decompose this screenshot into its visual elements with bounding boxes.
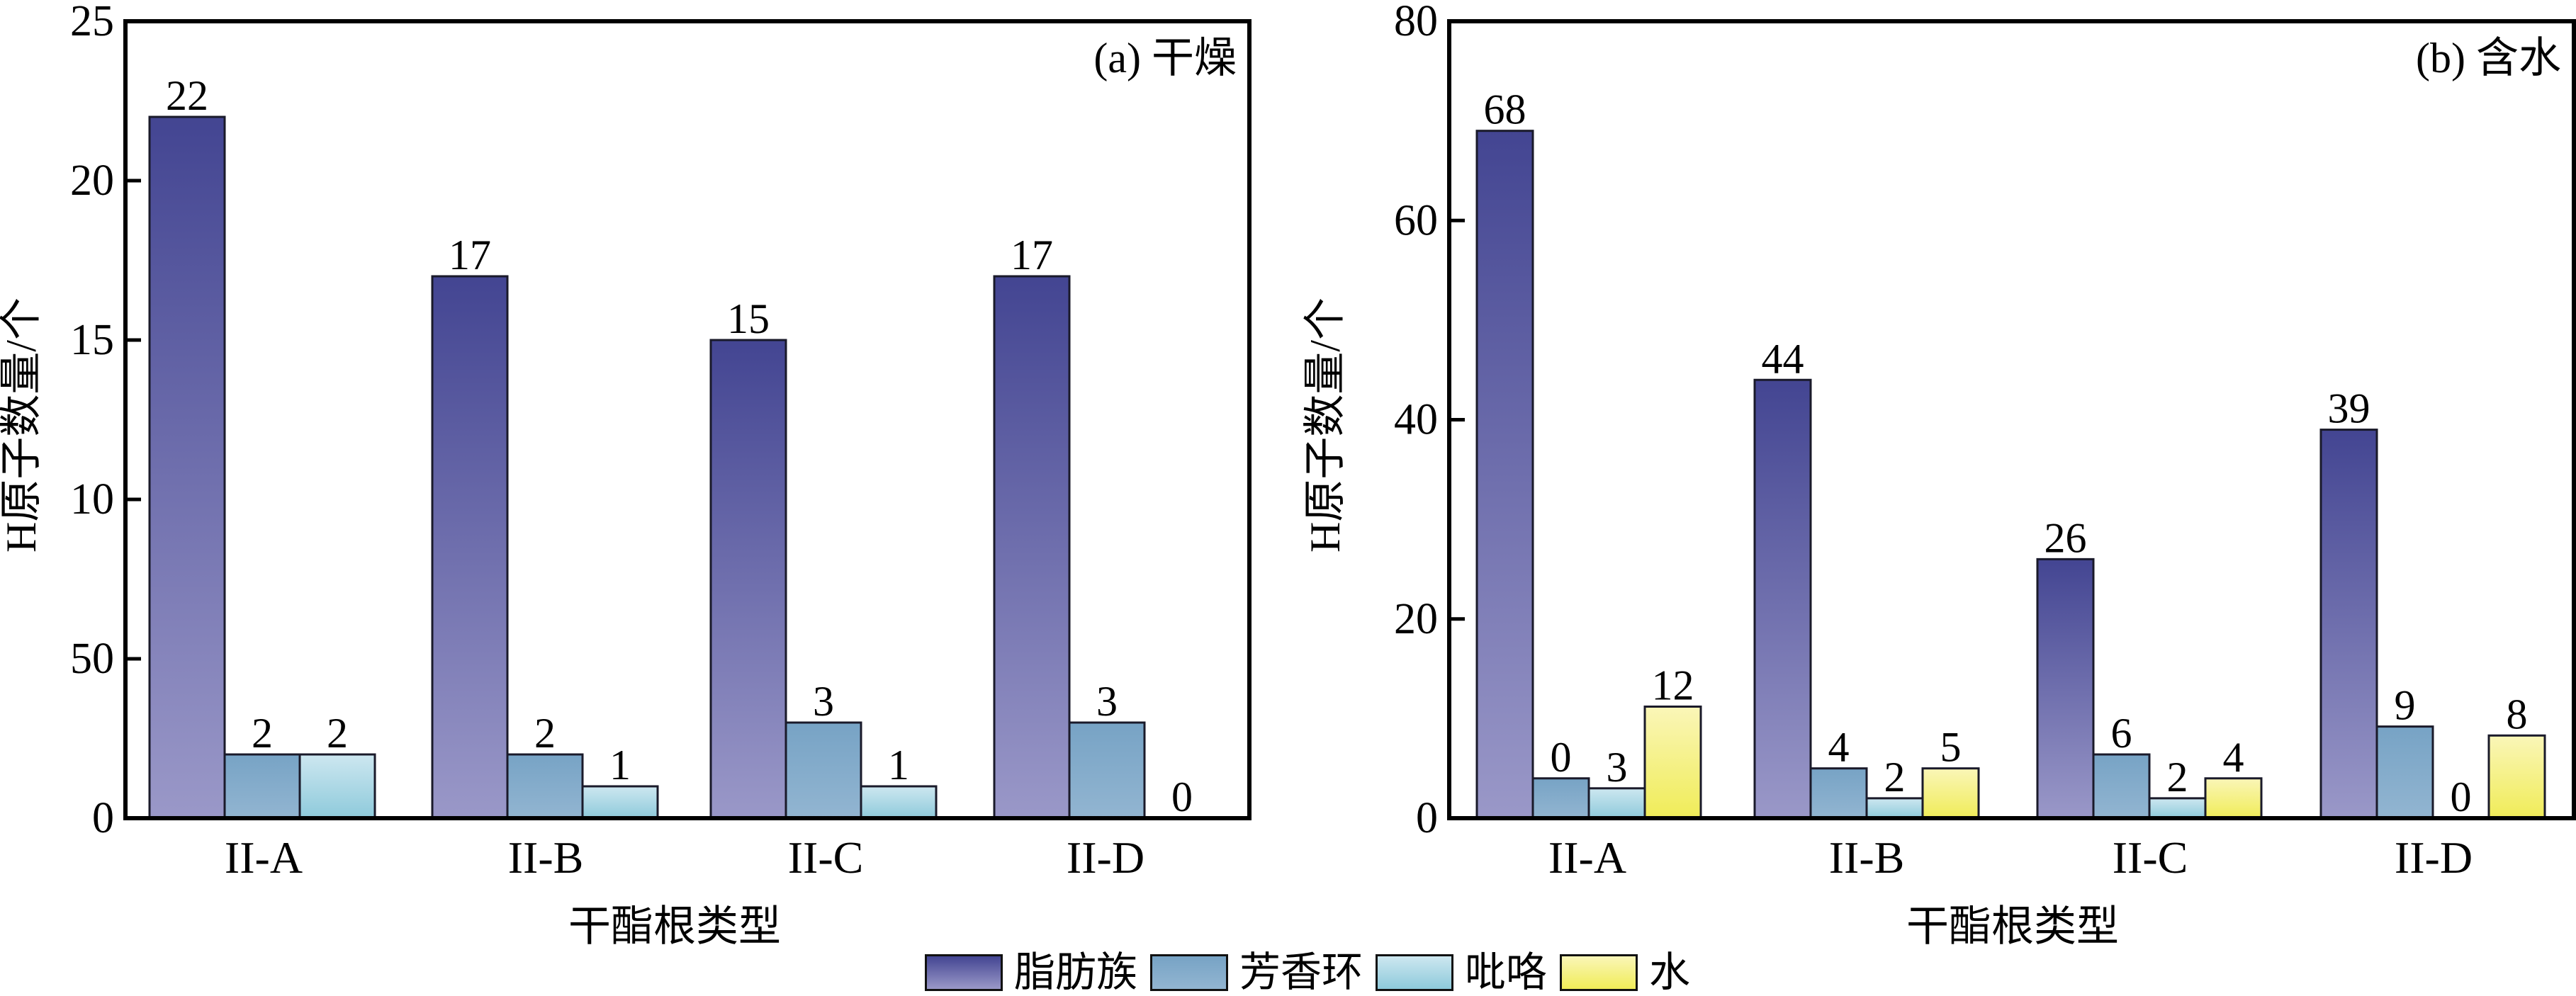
bar-pyrrole-II-A [298, 753, 376, 820]
y-tick-label: 15 [70, 316, 114, 364]
data-label-aliphatic-II-D: 17 [1011, 232, 1053, 278]
bar-water-II-D [2487, 734, 2546, 820]
y-tick-label: 25 [70, 0, 114, 45]
x-tick-label: II-C [2113, 832, 2188, 883]
bar-pyrrole-II-B [581, 785, 659, 820]
bar-water-II-C [2204, 777, 2263, 820]
bar-aromatic-II-A [223, 753, 301, 820]
bar-aromatic-II-C [784, 721, 862, 820]
legend: 脂肪族 芳香环 吡咯 水 [925, 949, 1703, 995]
bar-aromatic-II-B [1809, 767, 1868, 820]
bar-aliphatic-II-D [993, 275, 1071, 820]
bar-aliphatic-II-B [1753, 378, 1812, 820]
bar-aliphatic-II-C [709, 339, 787, 820]
bar-pyrrole-II-C [2148, 797, 2207, 820]
legend-swatch-pyrrole [1376, 954, 1454, 991]
data-label-pyrrole-II-A: 3 [1607, 744, 1628, 791]
y-tick-label: 0 [92, 794, 114, 842]
y-axis-title: H原子数量/个 [1302, 298, 1349, 553]
legend-label: 脂肪族 [1014, 949, 1138, 995]
data-label-pyrrole-II-D: 0 [1171, 774, 1193, 820]
y-tick-label: 40 [1394, 396, 1438, 444]
data-label-aromatic-II-B: 4 [1828, 724, 1850, 771]
plot-frame [123, 19, 1252, 820]
bar-pyrrole-II-B [1865, 797, 1924, 820]
data-label-aliphatic-II-B: 44 [1762, 335, 1804, 382]
y-tick-label: 20 [70, 157, 114, 205]
bar-aliphatic-II-C [2036, 558, 2095, 820]
bar-aromatic-II-D [2375, 725, 2434, 820]
data-label-pyrrole-II-C: 2 [2167, 754, 2188, 800]
x-tick-label: II-C [788, 832, 864, 883]
data-label-aromatic-II-A: 2 [252, 710, 273, 757]
y-tick-label: 20 [1394, 595, 1438, 643]
data-label-pyrrole-II-B: 2 [1884, 754, 1906, 800]
legend-swatch-water [1560, 954, 1638, 991]
legend-swatch-aliphatic [925, 954, 1003, 991]
data-label-water-II-C: 4 [2223, 734, 2244, 781]
data-label-aliphatic-II-A: 22 [166, 72, 208, 119]
data-label-water-II-A: 12 [1652, 662, 1694, 709]
data-label-water-II-B: 5 [1940, 724, 1962, 771]
x-tick-label: II-A [1548, 832, 1626, 883]
x-tick-label: II-B [508, 832, 584, 883]
bar-aromatic-II-D [1068, 721, 1146, 820]
legend-label: 芳香环 [1239, 949, 1363, 995]
bar-aromatic-II-B [506, 753, 584, 820]
data-label-aliphatic-II-D: 39 [2328, 385, 2370, 432]
bar-aliphatic-II-A [148, 115, 226, 820]
legend-swatch-aromatic [1150, 954, 1229, 991]
data-label-aliphatic-II-B: 17 [449, 232, 491, 278]
bar-pyrrole-II-C [860, 785, 938, 820]
bar-aliphatic-II-D [2319, 429, 2378, 820]
bar-water-II-B [1921, 767, 1980, 820]
data-label-pyrrole-II-D: 0 [2451, 774, 2472, 820]
data-label-water-II-D: 8 [2507, 691, 2528, 737]
legend-item-water: 水 [1560, 949, 1691, 995]
bar-water-II-A [1643, 706, 1702, 820]
x-tick-label: II-D [2395, 832, 2473, 883]
data-label-pyrrole-II-C: 1 [888, 742, 909, 788]
bar-aromatic-II-C [2092, 753, 2151, 820]
panel-label: (a) 干燥 [1093, 35, 1237, 81]
data-label-aromatic-II-C: 3 [813, 678, 834, 725]
legend-item-aromatic: 芳香环 [1150, 949, 1363, 995]
legend-label: 水 [1649, 949, 1691, 995]
legend-item-pyrrole: 吡咯 [1376, 949, 1548, 995]
legend-item-aliphatic: 脂肪族 [925, 949, 1138, 995]
y-tick-label: 0 [1416, 794, 1438, 842]
y-axis-title: H原子数量/个 [0, 298, 45, 553]
data-label-pyrrole-II-A: 2 [327, 710, 348, 757]
data-label-aromatic-II-D: 3 [1096, 678, 1118, 725]
y-tick-label: 10 [70, 475, 114, 524]
x-tick-label: II-A [225, 832, 303, 883]
x-axis-title: 干酯根类型 [568, 903, 781, 950]
bar-aliphatic-II-A [1475, 130, 1534, 820]
x-axis-title: 干酯根类型 [1906, 903, 2119, 950]
data-label-aromatic-II-B: 2 [534, 710, 556, 757]
bar-aliphatic-II-B [431, 275, 509, 820]
data-label-aromatic-II-C: 6 [2111, 710, 2132, 757]
data-label-aromatic-II-D: 9 [2395, 682, 2416, 729]
bar-pyrrole-II-A [1587, 787, 1646, 820]
legend-label: 吡咯 [1465, 949, 1548, 995]
data-label-aliphatic-II-C: 26 [2045, 514, 2087, 561]
x-tick-label: II-D [1067, 832, 1144, 883]
data-label-pyrrole-II-B: 1 [609, 742, 631, 788]
data-label-aromatic-II-A: 0 [1551, 734, 1572, 781]
y-tick-label: 60 [1394, 196, 1438, 244]
bar-aromatic-II-A [1531, 777, 1590, 820]
panel-label: (b) 含水 [2416, 35, 2561, 81]
data-label-aliphatic-II-A: 68 [1484, 86, 1526, 133]
y-tick-label: 80 [1394, 0, 1438, 45]
y-tick-label: 50 [70, 635, 114, 683]
data-label-aliphatic-II-C: 15 [727, 295, 770, 342]
x-tick-label: II-B [1829, 832, 1905, 883]
